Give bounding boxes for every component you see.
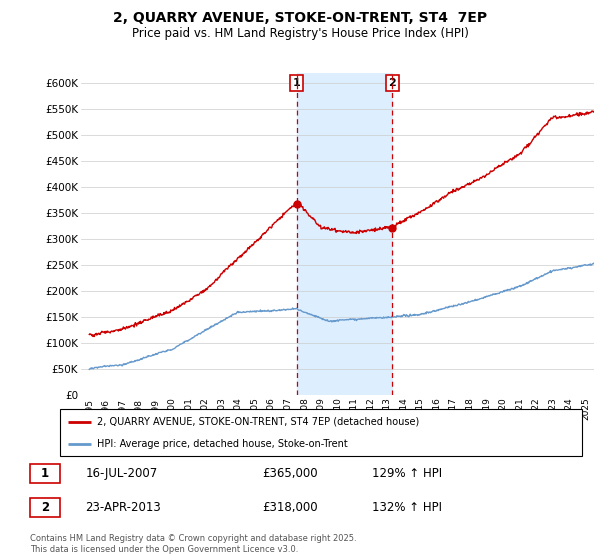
- Bar: [30, 464, 61, 483]
- Text: 2, QUARRY AVENUE, STOKE-ON-TRENT, ST4  7EP: 2, QUARRY AVENUE, STOKE-ON-TRENT, ST4 7E…: [113, 11, 487, 25]
- Text: 16-JUL-2007: 16-JUL-2007: [85, 467, 157, 480]
- Text: Contains HM Land Registry data © Crown copyright and database right 2025.
This d: Contains HM Land Registry data © Crown c…: [30, 534, 356, 554]
- Text: 2: 2: [388, 78, 396, 88]
- Text: 1: 1: [293, 78, 301, 88]
- Bar: [30, 498, 61, 517]
- Text: 129% ↑ HPI: 129% ↑ HPI: [372, 467, 442, 480]
- Text: 1: 1: [41, 467, 49, 480]
- Text: HPI: Average price, detached house, Stoke-on-Trent: HPI: Average price, detached house, Stok…: [97, 438, 347, 449]
- Text: 132% ↑ HPI: 132% ↑ HPI: [372, 501, 442, 514]
- Text: Price paid vs. HM Land Registry's House Price Index (HPI): Price paid vs. HM Land Registry's House …: [131, 27, 469, 40]
- Text: 2: 2: [41, 501, 49, 514]
- Text: 2, QUARRY AVENUE, STOKE-ON-TRENT, ST4 7EP (detached house): 2, QUARRY AVENUE, STOKE-ON-TRENT, ST4 7E…: [97, 417, 419, 427]
- Text: £318,000: £318,000: [262, 501, 317, 514]
- Bar: [297, 73, 392, 395]
- Text: £365,000: £365,000: [262, 467, 317, 480]
- Text: 23-APR-2013: 23-APR-2013: [85, 501, 161, 514]
